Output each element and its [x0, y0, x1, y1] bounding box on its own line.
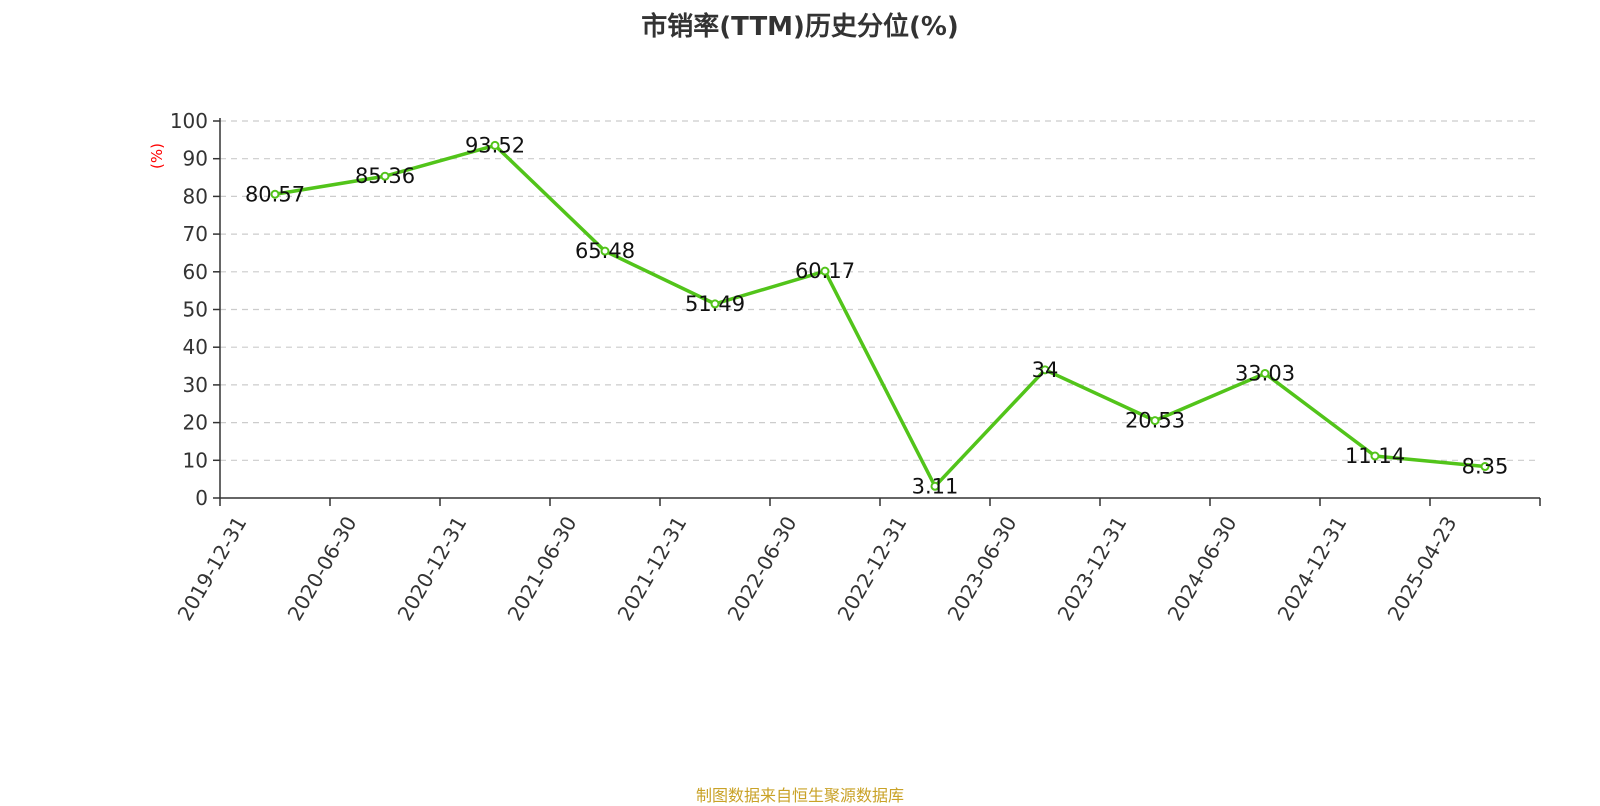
y-tick-label: 30	[183, 373, 208, 397]
y-tick-label: 40	[183, 335, 208, 359]
data-point	[600, 246, 610, 256]
series	[270, 140, 1490, 491]
y-tick-label: 70	[183, 222, 208, 246]
data-point	[1370, 451, 1380, 461]
data-label: 65.48	[575, 239, 635, 263]
y-tick-label: 10	[183, 448, 208, 472]
data-label: 85.36	[355, 164, 415, 188]
data-point	[710, 299, 720, 309]
x-tick-label: 2022-12-31	[833, 512, 912, 625]
y-axis-label: (%)	[148, 143, 166, 169]
data-label: 33.03	[1235, 361, 1295, 385]
data-label: 80.57	[245, 182, 305, 206]
y-tick-label: 0	[195, 486, 208, 510]
x-tick-label: 2025-04-23	[1383, 512, 1462, 625]
x-tick-labels: 2019-12-31 2020-06-30 2020-12-31 2021-06-30…	[173, 512, 1462, 625]
y-tick-label: 50	[183, 298, 208, 322]
y-tick-labels: 0 10 20 30 40 50 60 70 80 90 100	[170, 109, 208, 510]
source-note: 制图数据来自恒生聚源数据库	[695, 786, 904, 805]
grid-lines	[220, 120, 1540, 461]
data-labels: 80.57 85.36 93.52 65.48 51.49 60.17 3.11 34 20.5…	[245, 133, 1508, 498]
data-label: 60.17	[795, 259, 855, 283]
data-point	[270, 189, 280, 199]
y-tick-label: 20	[183, 411, 208, 435]
data-point	[1260, 368, 1270, 378]
data-point	[820, 266, 830, 276]
data-label: 51.49	[685, 292, 745, 316]
series-line	[274, 143, 1486, 489]
data-point	[1480, 462, 1490, 472]
y-tick-label: 100	[170, 109, 208, 133]
x-tick-label: 2019-12-31	[173, 512, 252, 625]
data-label: 8.35	[1462, 455, 1509, 479]
y-tick-label: 80	[183, 184, 208, 208]
data-label: 20.53	[1125, 409, 1185, 433]
x-tick-label: 2020-06-30	[283, 512, 362, 625]
data-point	[490, 140, 500, 150]
x-tick-label: 2024-12-31	[1273, 512, 1352, 625]
x-tick-label: 2021-06-30	[503, 512, 582, 625]
data-label: 93.52	[465, 133, 525, 157]
data-point	[1150, 416, 1160, 426]
x-tick-label: 2024-06-30	[1163, 512, 1242, 625]
chart-title: 市销率(TTM)历史分位(%)	[641, 12, 959, 42]
x-tick-label: 2023-12-31	[1053, 512, 1132, 625]
x-tick-label: 2021-12-31	[613, 512, 692, 625]
x-tick-label: 2022-06-30	[723, 512, 802, 625]
data-point	[1040, 365, 1050, 375]
data-point	[380, 171, 390, 181]
y-tick-label: 60	[183, 260, 208, 284]
data-label: 34	[1032, 358, 1059, 382]
y-tick-label: 90	[183, 147, 208, 171]
x-tick-label: 2020-12-31	[393, 512, 472, 625]
data-label: 11.14	[1345, 444, 1405, 468]
axes	[213, 118, 1541, 506]
data-label: 3.11	[912, 474, 959, 498]
x-tick-label: 2023-06-30	[943, 512, 1022, 625]
data-point	[930, 481, 940, 491]
